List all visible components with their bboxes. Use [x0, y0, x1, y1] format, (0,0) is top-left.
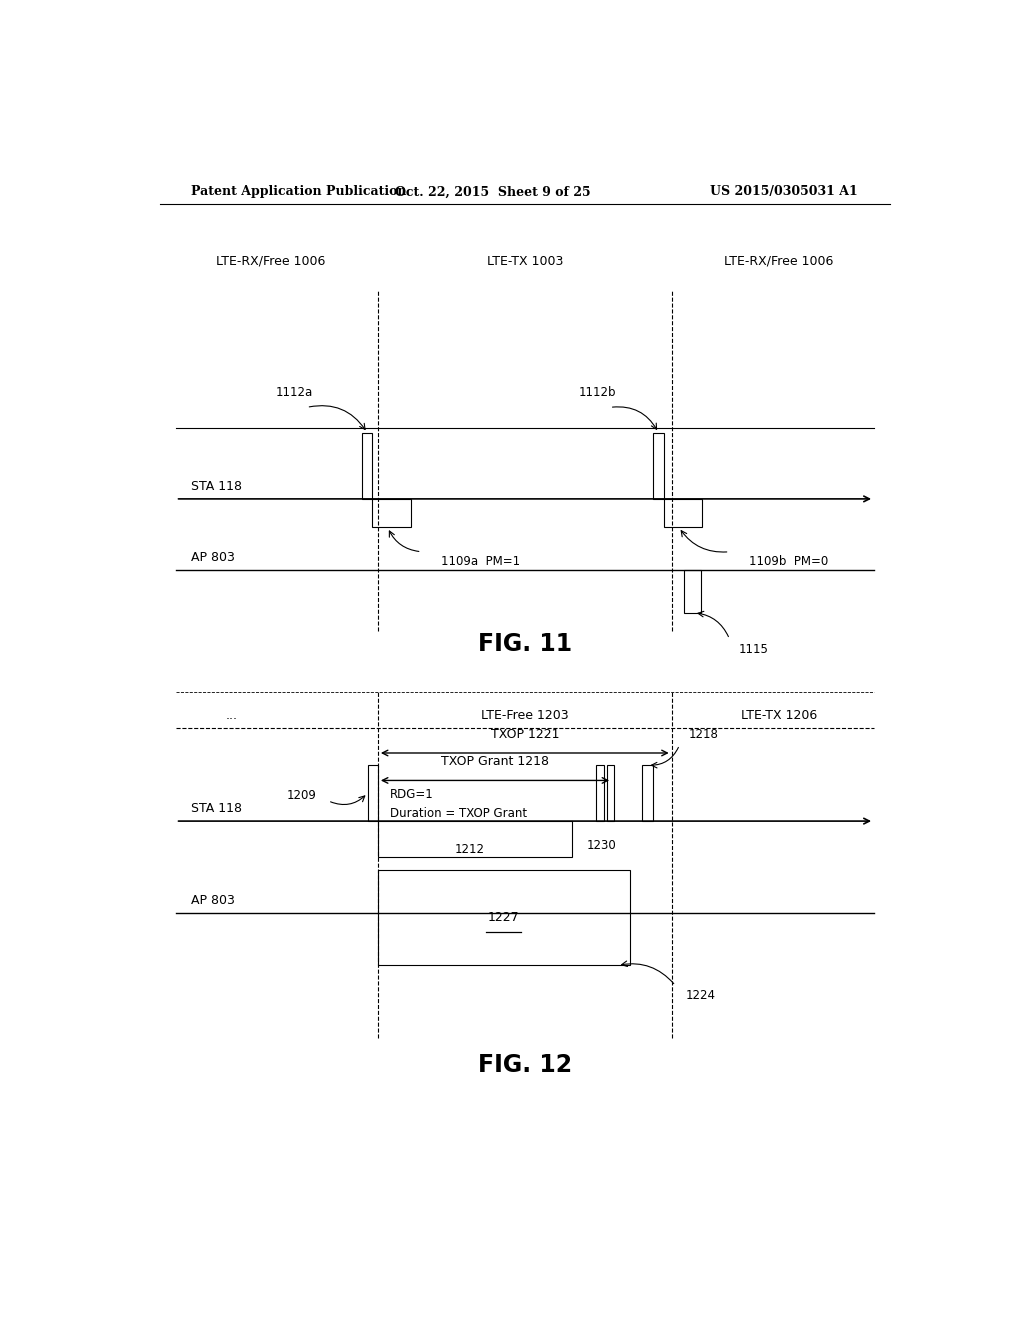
Text: AP 803: AP 803 — [191, 552, 236, 565]
Text: RDG=1
Duration = TXOP Grant: RDG=1 Duration = TXOP Grant — [390, 788, 527, 820]
Bar — [606, 766, 614, 821]
Bar — [373, 499, 411, 528]
Text: FIG. 12: FIG. 12 — [478, 1053, 571, 1077]
Text: ...: ... — [225, 709, 238, 722]
Text: STA 118: STA 118 — [191, 480, 243, 494]
Text: 1112a: 1112a — [276, 385, 313, 399]
Text: TXOP 1221: TXOP 1221 — [490, 727, 559, 741]
Text: 1115: 1115 — [739, 643, 769, 656]
Text: LTE-RX/Free 1006: LTE-RX/Free 1006 — [216, 255, 326, 268]
Bar — [684, 570, 701, 612]
Text: LTE-RX/Free 1006: LTE-RX/Free 1006 — [724, 255, 834, 268]
Text: TXOP Grant 1218: TXOP Grant 1218 — [440, 755, 549, 768]
Bar — [368, 766, 378, 821]
Bar — [653, 433, 664, 499]
Text: Patent Application Publication: Patent Application Publication — [191, 185, 407, 198]
Text: US 2015/0305031 A1: US 2015/0305031 A1 — [711, 185, 858, 198]
Text: 1209: 1209 — [287, 789, 316, 803]
Text: LTE-Free 1203: LTE-Free 1203 — [481, 709, 568, 722]
Text: 1230: 1230 — [587, 840, 616, 853]
Text: LTE-TX 1003: LTE-TX 1003 — [486, 255, 563, 268]
Text: LTE-TX 1206: LTE-TX 1206 — [740, 709, 817, 722]
Text: 1112b: 1112b — [579, 385, 616, 399]
Bar — [362, 433, 373, 499]
Text: 1224: 1224 — [686, 990, 716, 1002]
Text: 1218: 1218 — [689, 729, 719, 742]
Text: FIG. 11: FIG. 11 — [478, 632, 571, 656]
Bar — [378, 821, 572, 857]
Text: 1212: 1212 — [455, 843, 484, 857]
Text: STA 118: STA 118 — [191, 803, 243, 816]
Text: 1109a  PM=1: 1109a PM=1 — [441, 556, 520, 569]
Bar — [596, 766, 604, 821]
Text: 1227: 1227 — [488, 911, 519, 924]
Text: AP 803: AP 803 — [191, 894, 236, 907]
Bar — [642, 766, 652, 821]
Text: 1109b  PM=0: 1109b PM=0 — [750, 556, 828, 569]
Bar — [378, 870, 630, 965]
Text: Oct. 22, 2015  Sheet 9 of 25: Oct. 22, 2015 Sheet 9 of 25 — [395, 185, 591, 198]
Bar — [664, 499, 701, 528]
